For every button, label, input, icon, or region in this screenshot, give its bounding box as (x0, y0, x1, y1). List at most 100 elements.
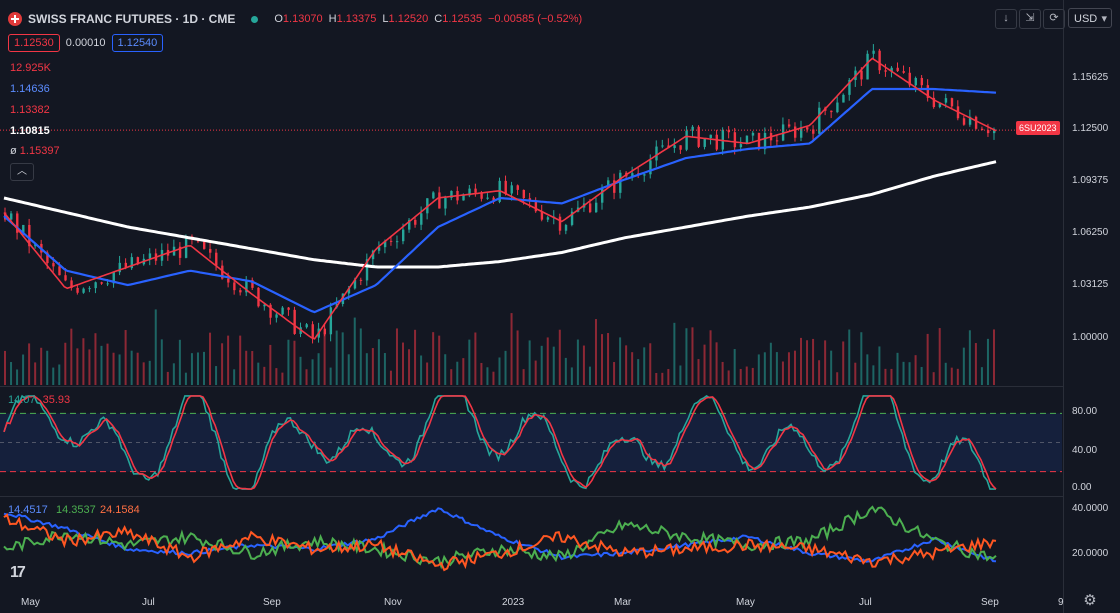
candle-body (510, 185, 513, 194)
candle-body (516, 185, 519, 190)
candle-body (22, 224, 25, 233)
volume-bar (974, 343, 977, 385)
candle-body (281, 307, 284, 315)
stoch-k-value: 14.07 (8, 394, 36, 406)
candle-body (64, 275, 67, 281)
volume-bar (106, 343, 109, 385)
volume-bar (703, 344, 706, 385)
volume-bar (564, 357, 567, 385)
collapse-legend-button[interactable]: ︿ (10, 163, 34, 181)
volume-bar (4, 350, 6, 385)
candle-body (787, 124, 791, 127)
candle-body (751, 132, 755, 136)
volume-bar (727, 370, 730, 385)
volume-bar (64, 342, 67, 385)
volume-bar (420, 355, 423, 385)
ma-white-line (3, 160, 997, 269)
candle-body (245, 280, 248, 293)
candle-body (661, 145, 664, 147)
stoch-tick: 0.00 (1072, 482, 1092, 493)
time-tick: 9 (1058, 597, 1064, 608)
volume-bar (263, 366, 266, 385)
candle-body (227, 278, 230, 283)
volume-bar (582, 345, 585, 385)
volume-bar (227, 335, 230, 385)
moving-averages (0, 57, 1016, 340)
volume-bar (854, 362, 857, 385)
volume-bar (136, 352, 139, 385)
tradingview-logo: 17 (10, 564, 26, 581)
volume-bar (317, 353, 320, 385)
low-value: L1.12520 (382, 13, 429, 25)
bid-button[interactable]: 1.12530 (8, 34, 60, 52)
volume-bar (986, 338, 989, 385)
candle-body (715, 134, 718, 150)
candle-body (968, 116, 972, 125)
volume-bar (28, 343, 31, 385)
volume-bar (166, 371, 169, 385)
candle-body (842, 94, 845, 103)
stoch-d-value: 35.93 (42, 394, 71, 406)
time-tick: Sep (263, 597, 281, 608)
candle-body (504, 180, 507, 194)
volume-bar (468, 339, 471, 385)
volume-bar (938, 328, 941, 385)
download-icon[interactable]: ↓ (995, 9, 1017, 29)
fit-icon[interactable]: ⇲ (1019, 9, 1041, 29)
candle-body (594, 202, 598, 213)
candle-body (763, 132, 767, 150)
candle-body (215, 252, 218, 266)
candle-body (468, 188, 471, 196)
volume-bar (944, 362, 947, 385)
volume-bar (52, 367, 55, 385)
volume-bar (209, 332, 212, 385)
candle-body (462, 195, 465, 201)
avg-row: ø 1.15397 (10, 145, 60, 157)
candle-body (76, 287, 79, 293)
dmi-pane (3, 505, 997, 572)
ask-button[interactable]: 1.12540 (111, 34, 164, 52)
volume-bar (70, 328, 73, 385)
volume-bar (594, 319, 597, 385)
volume-bar (486, 367, 489, 385)
stoch-k-line (3, 394, 996, 490)
candle-body (607, 180, 610, 188)
candles (4, 44, 996, 344)
volume-bar (251, 351, 254, 385)
candle-body (570, 211, 574, 225)
candle-body (28, 224, 31, 247)
candle-body (812, 129, 815, 134)
candle-body (745, 135, 749, 145)
candle-body (371, 250, 375, 260)
candle-body (112, 272, 115, 284)
refresh-icon[interactable]: ⟳ (1043, 9, 1065, 29)
price-tick: 1.12500 (1072, 123, 1109, 134)
candle-body (818, 107, 821, 134)
volume-bar (395, 328, 398, 385)
symbol-title[interactable]: SWISS FRANC FUTURES · 1D · CME (28, 12, 236, 26)
time-tick: Mar (614, 597, 632, 608)
volume-bar (667, 369, 670, 385)
candle-body (58, 266, 61, 276)
candle-body (727, 129, 731, 133)
volume-bar (408, 349, 411, 385)
volume-bar (58, 364, 61, 385)
candle-body (974, 116, 978, 129)
candle-body (323, 328, 327, 335)
volume-bar (257, 362, 260, 385)
volume-bar (353, 317, 356, 385)
currency-select[interactable]: USD (1068, 8, 1112, 29)
volume-bar (323, 332, 326, 385)
pane-divider (0, 496, 1064, 497)
candle-body (950, 98, 954, 107)
volume-bar (601, 334, 604, 385)
gridlines (0, 0, 1064, 613)
candle-body (800, 127, 803, 138)
candle-body (540, 211, 544, 220)
volume-bar (130, 350, 133, 385)
stoch-d-line (3, 395, 997, 490)
volume-bar (890, 368, 893, 385)
gear-icon[interactable]: ⚙ (1083, 592, 1097, 609)
candle-body (691, 126, 694, 131)
